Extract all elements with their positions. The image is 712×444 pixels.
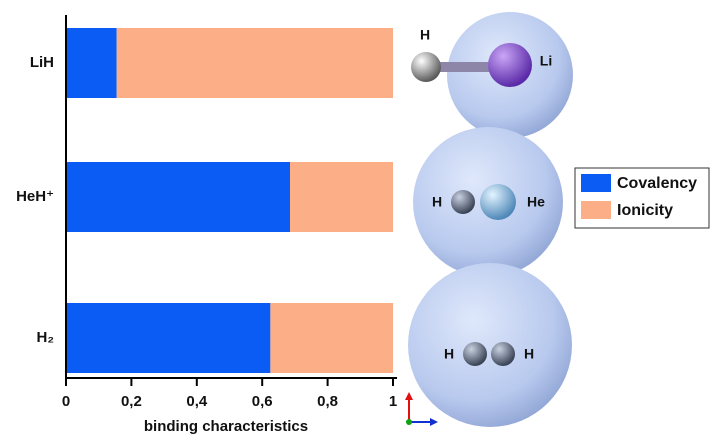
atom-label: H bbox=[432, 194, 442, 210]
axis-triad bbox=[405, 392, 438, 426]
density-sphere bbox=[408, 263, 572, 427]
bar-segment bbox=[270, 303, 393, 373]
y-tick-label: LiH bbox=[30, 54, 54, 71]
x-tick-label: 0,8 bbox=[317, 393, 338, 410]
atom bbox=[451, 190, 475, 214]
legend-label: Covalency bbox=[617, 175, 697, 192]
x-tick-label: 1 bbox=[389, 393, 397, 410]
bond bbox=[428, 62, 508, 72]
x-tick-label: 0,6 bbox=[252, 393, 273, 410]
bar-segment bbox=[66, 162, 290, 232]
molecules bbox=[408, 12, 573, 427]
atom-label: He bbox=[527, 194, 545, 210]
y-tick-label: HeH⁺ bbox=[16, 188, 54, 205]
legend-label: Ionicity bbox=[617, 202, 673, 219]
atom-label: Li bbox=[540, 53, 552, 69]
atom bbox=[488, 43, 532, 87]
legend-swatch bbox=[581, 174, 611, 192]
atom-label: H bbox=[524, 346, 534, 362]
x-tick-label: 0,2 bbox=[121, 393, 142, 410]
atom bbox=[463, 342, 487, 366]
x-tick-label: 0 bbox=[62, 393, 70, 410]
x-axis-label: binding characteristics bbox=[144, 418, 308, 435]
bar-segment bbox=[116, 28, 393, 98]
atom-label: H bbox=[444, 346, 454, 362]
legend-swatch bbox=[581, 201, 611, 219]
y-tick-label: H₂ bbox=[37, 329, 55, 346]
atom-label: H bbox=[420, 27, 430, 43]
x-tick-label: 0,4 bbox=[186, 393, 208, 410]
bar-segment bbox=[66, 303, 271, 373]
atom bbox=[480, 184, 516, 220]
bar-segment bbox=[66, 28, 117, 98]
atom bbox=[411, 52, 441, 82]
atom bbox=[491, 342, 515, 366]
bar-segment bbox=[289, 162, 393, 232]
